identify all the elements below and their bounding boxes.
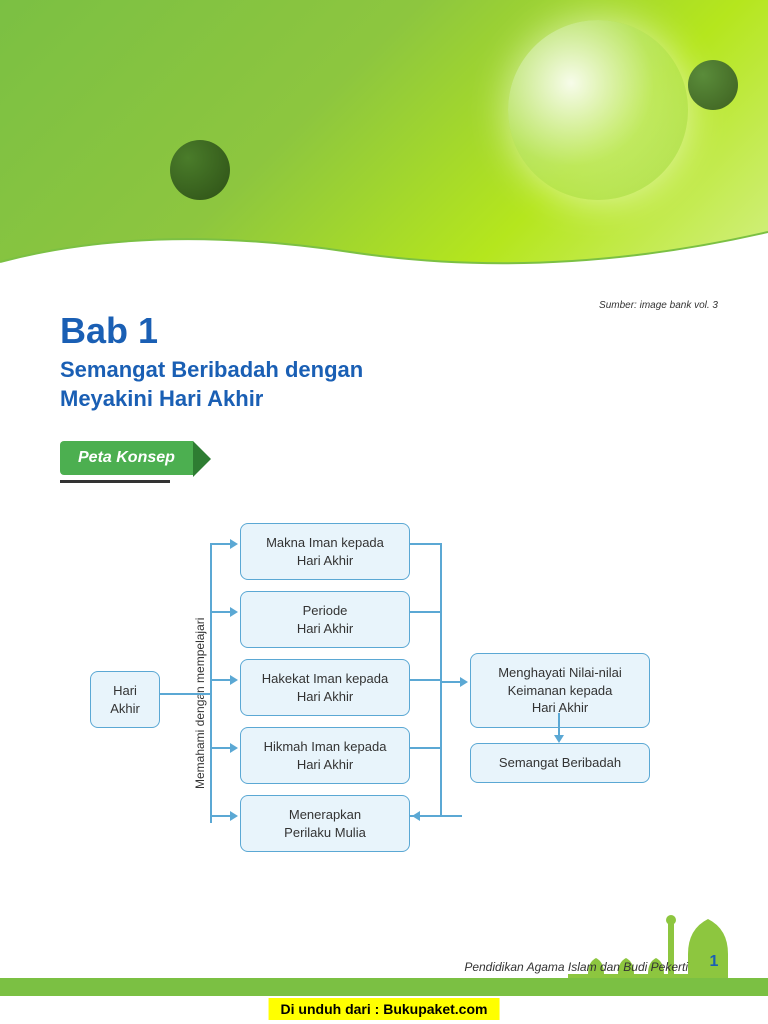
section-badge-wrap: Peta Konsep bbox=[60, 441, 708, 475]
node-menerapkan: Menerapkan Perilaku Mulia bbox=[240, 795, 410, 852]
page: Sumber: image bank vol. 3 Bab 1 Semangat… bbox=[0, 0, 768, 1024]
node-periode: Periode Hari Akhir bbox=[240, 591, 410, 648]
footer-strip bbox=[0, 978, 768, 996]
section-badge: Peta Konsep bbox=[60, 441, 193, 475]
concept-map: Memahami dengan mempelajari Hari Akhir M… bbox=[80, 513, 708, 883]
hero-banner bbox=[0, 0, 768, 290]
vertical-axis-label: Memahami dengan mempelajari bbox=[193, 603, 207, 803]
node-makna: Makna Iman kepada Hari Akhir bbox=[240, 523, 410, 580]
book-title: Pendidikan Agama Islam dan Budi Pekerti bbox=[464, 960, 688, 974]
chapter-title: Semangat Beribadah dengan Meyakini Hari … bbox=[60, 356, 708, 413]
page-number: 1 bbox=[700, 948, 728, 976]
node-root: Hari Akhir bbox=[90, 671, 160, 728]
node-menghayati: Menghayati Nilai-nilai Keimanan kepada H… bbox=[470, 653, 650, 728]
title-line2: Meyakini Hari Akhir bbox=[60, 386, 263, 411]
image-source: Sumber: image bank vol. 3 bbox=[599, 300, 718, 311]
node-hakekat: Hakekat Iman kepada Hari Akhir bbox=[240, 659, 410, 716]
wave-divider bbox=[0, 212, 768, 292]
node-semangat: Semangat Beribadah bbox=[470, 743, 650, 783]
badge-underline bbox=[60, 480, 170, 483]
download-banner: Di unduh dari : Bukupaket.com bbox=[269, 998, 500, 1020]
title-line1: Semangat Beribadah dengan bbox=[60, 357, 363, 382]
chapter-number: Bab 1 bbox=[60, 310, 708, 352]
planet-small bbox=[688, 60, 738, 110]
node-hikmah: Hikmah Iman kepada Hari Akhir bbox=[240, 727, 410, 784]
content-area: Bab 1 Semangat Beribadah dengan Meyakini… bbox=[0, 290, 768, 883]
page-footer: Pendidikan Agama Islam dan Budi Pekerti … bbox=[0, 904, 768, 1024]
